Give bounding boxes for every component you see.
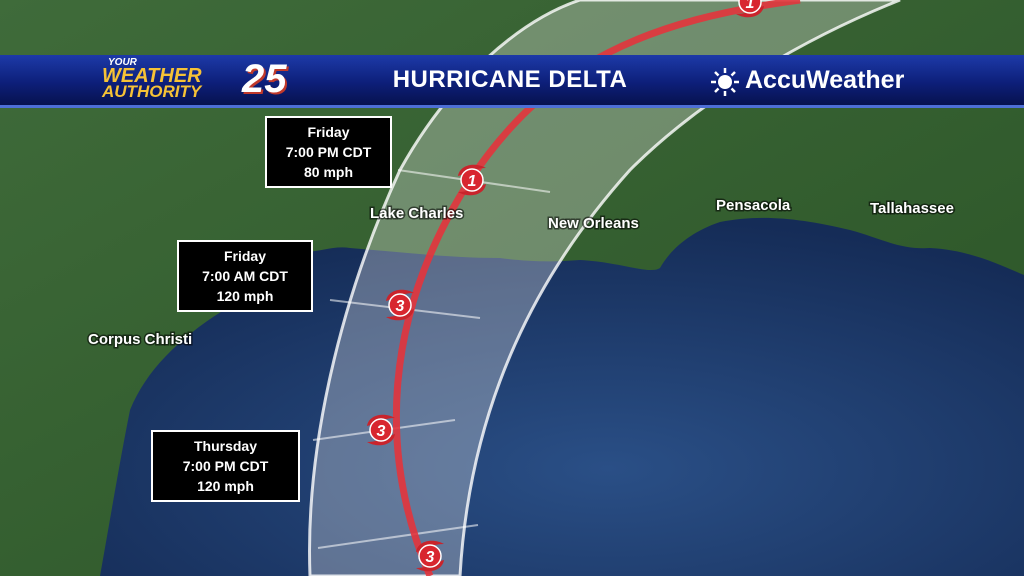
forecast-day: Friday (223, 248, 266, 264)
forecast-time: 7:00 PM CDT (182, 458, 269, 474)
icon-core (388, 293, 412, 317)
forecast-time: 7:00 PM CDT (285, 144, 372, 160)
forecast-day: Thursday (193, 438, 257, 454)
forecast-box: Friday 7:00 AM CDT 120 mph (177, 240, 313, 312)
forecast-cone (308, 0, 901, 576)
forecast-wind: 80 mph (303, 164, 353, 180)
icon-core (369, 418, 393, 442)
city-label: Pensacola (716, 197, 791, 214)
forecast-box: Thursday 7:00 PM CDT 120 mph (151, 430, 300, 502)
title: HURRICANE DELTA (392, 66, 628, 93)
gulf-of-mexico (100, 217, 1024, 576)
forecast-wind: 120 mph (216, 288, 274, 304)
sun-icon (711, 68, 739, 96)
logo-number: 25 (242, 57, 287, 101)
icon-category: 1 (468, 173, 477, 190)
storm-icon: 1 (736, 0, 764, 18)
logo-text: WEATHER (102, 65, 202, 87)
icon-category: 1 (746, 0, 755, 12)
icon-category: 3 (396, 298, 405, 315)
icon-category: 3 (377, 423, 386, 440)
header-banner: YOUR WEATHER AUTHORITY 25 HURRICANE DELT… (0, 55, 1024, 108)
forecast-time: 7:00 AM CDT (202, 268, 288, 284)
storm-icons: 1 1 3 3 3 (367, 0, 764, 572)
icon-core (738, 0, 762, 14)
logo-text: YOUR (108, 57, 137, 68)
city-label: New Orleans (548, 215, 639, 232)
storm-icon: 3 (386, 289, 414, 321)
forecast-wind: 120 mph (197, 478, 254, 494)
icon-core (418, 544, 442, 568)
city-label: Tallahassee (870, 200, 954, 217)
city-label: Corpus Christi (88, 331, 192, 348)
icon-category: 3 (426, 549, 435, 566)
storm-icon: 3 (367, 414, 395, 446)
logo-text: AUTHORITY (102, 82, 202, 101)
storm-icon: 3 (416, 540, 444, 572)
icon-core (460, 168, 484, 192)
forecast-day: Friday (307, 124, 350, 140)
forecast-box: Friday 7:00 PM CDT 80 mph (265, 116, 392, 188)
brand: AccuWeather (745, 66, 905, 94)
storm-icon: 1 (458, 164, 486, 196)
city-label: Lake Charles (370, 205, 463, 222)
